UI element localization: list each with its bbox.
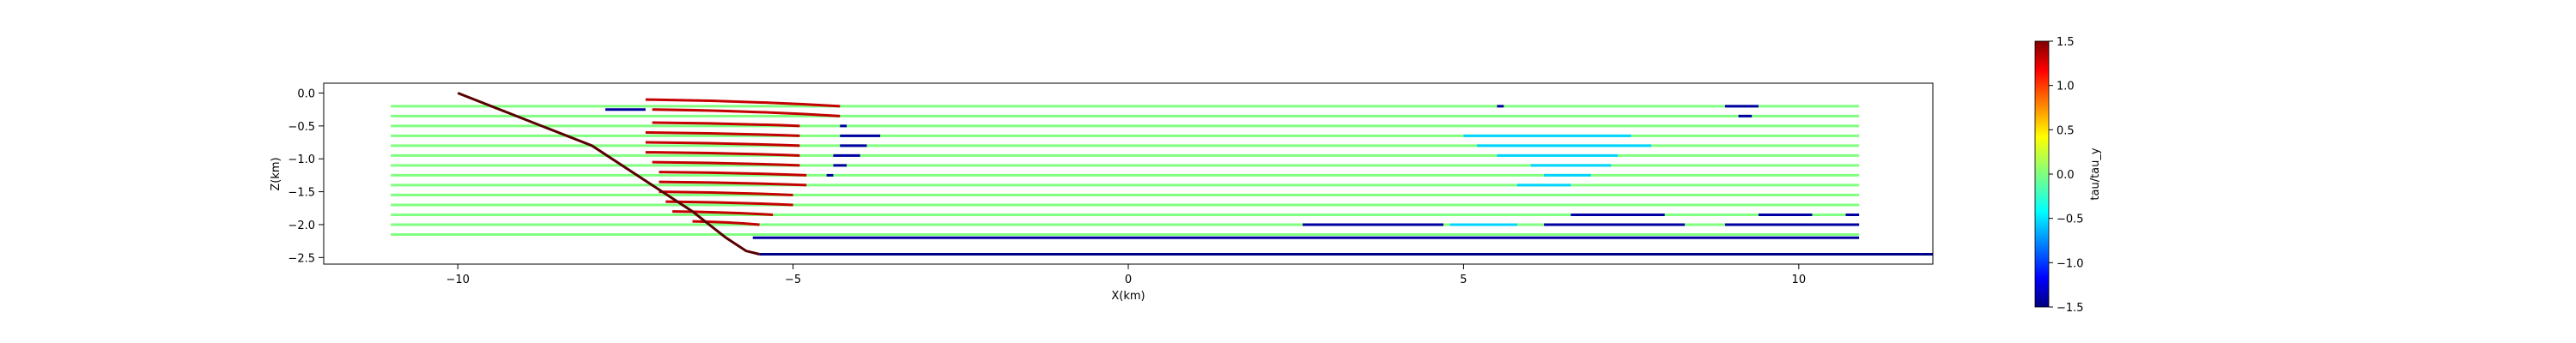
colorbar-label: tau/tau_y [2089,147,2102,200]
stress-segment-11 [672,210,774,216]
colorbar-ticks: 1.5 1.0 0.5 0.0 −0.5 −1.0 −1.5 [2049,36,2084,315]
x-tick-label-0: −10 [446,274,469,286]
y-tick-label-3: −1.5 [288,187,315,200]
stress-segment-2 [652,121,800,128]
stress-segment-3 [645,131,800,137]
stress-segment-12 [692,220,760,226]
x-axis-label: X(km) [1111,290,1145,303]
stress-segment-9 [659,190,793,196]
colorbar-tick-label-0: 1.5 [2057,36,2075,49]
y-axis-label: Z(km) [270,157,283,190]
y-tick-label-2: −1.0 [288,153,315,166]
y-tick-label-1: −0.5 [288,121,315,134]
stress-segment-7 [659,171,807,177]
colorbar-tick-label-6: −1.5 [2057,302,2084,315]
colorbar-tick-label-2: 0.5 [2057,124,2075,137]
y-tick-label-4: −2.0 [288,220,315,232]
y-tick-label-0: 0.0 [297,88,315,101]
stress-segment-6 [652,160,800,167]
fault-trace-line [457,92,760,256]
stress-segment-4 [645,141,800,147]
stress-segment-8 [659,180,807,187]
x-tick-label-2: 0 [1125,274,1132,286]
y-tick-label-5: −2.5 [288,252,315,265]
stress-segment-10 [665,200,793,207]
y-axis: 0.0 −0.5 −1.0 −1.5 −2.0 −2.5 [288,88,324,265]
colorbar-tick-label-4: −0.5 [2057,214,2084,226]
stress-segment-5 [645,151,800,157]
stress-segment-0 [645,98,841,108]
colorbar-tick-label-1: 1.0 [2057,81,2075,93]
stress-segment-1 [652,108,841,117]
x-axis: −10 −5 0 5 10 [446,264,1806,286]
x-tick-label-4: 10 [1792,274,1807,286]
colorbar-tick-label-3: 0.0 [2057,169,2075,182]
colorbar-tick-label-5: −1.0 [2057,257,2084,270]
plot-area [391,92,1933,256]
x-tick-label-1: −5 [785,274,801,286]
colorbar [2034,40,2050,308]
x-tick-label-3: 5 [1460,274,1467,286]
